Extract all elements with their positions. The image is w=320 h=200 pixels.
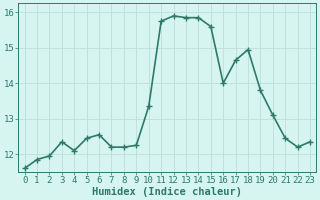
- X-axis label: Humidex (Indice chaleur): Humidex (Indice chaleur): [92, 186, 242, 197]
